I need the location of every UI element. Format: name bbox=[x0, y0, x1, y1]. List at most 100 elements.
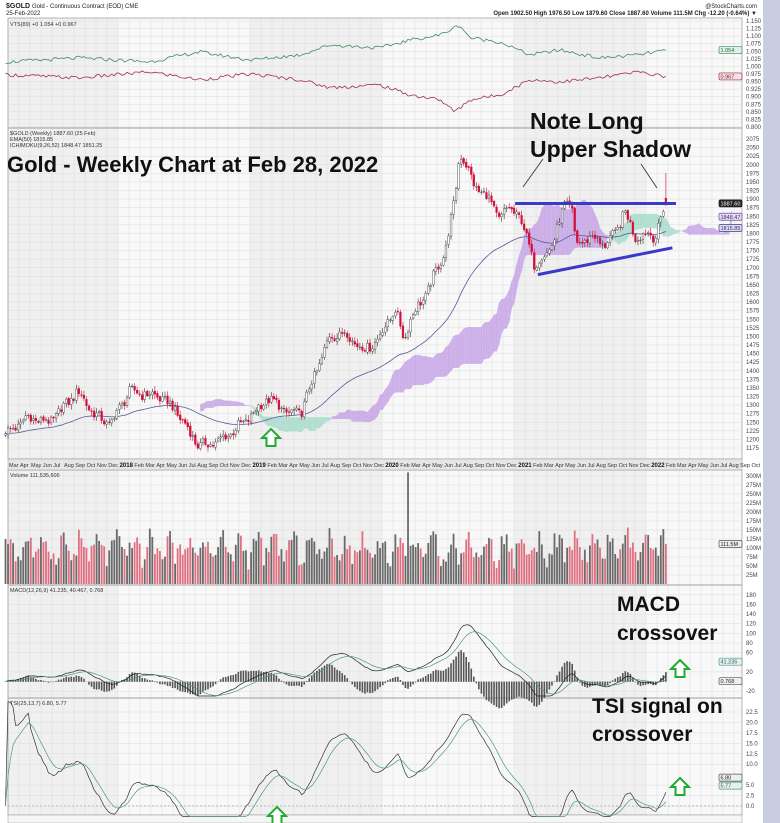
macd-histogram-bar bbox=[267, 672, 270, 682]
up-arrow-icon bbox=[668, 776, 692, 796]
volume-bar bbox=[328, 528, 331, 584]
volume-bar bbox=[440, 566, 442, 584]
volume-bar bbox=[472, 557, 475, 584]
volume-bar bbox=[326, 547, 328, 584]
candle bbox=[9, 425, 12, 432]
x-tick-month: Jun bbox=[710, 463, 719, 469]
candle bbox=[492, 200, 496, 208]
candle bbox=[148, 390, 151, 400]
volume-bar bbox=[417, 543, 420, 584]
candle bbox=[348, 333, 351, 346]
candle bbox=[384, 321, 387, 336]
x-tick-month: Mar bbox=[278, 463, 288, 469]
candle bbox=[262, 403, 265, 411]
macd-histogram-bar bbox=[78, 675, 80, 682]
x-tick-month: Apr bbox=[20, 463, 29, 469]
candle-body bbox=[204, 437, 207, 445]
candle-body bbox=[373, 342, 377, 350]
volume-bar bbox=[488, 537, 490, 584]
x-tick-month: Dec bbox=[374, 463, 384, 469]
candle bbox=[209, 441, 212, 448]
volume-bar bbox=[108, 550, 111, 584]
candle-body bbox=[80, 394, 83, 396]
candle bbox=[174, 402, 177, 416]
macd-histogram-bar bbox=[399, 680, 402, 682]
cloud-segment bbox=[511, 275, 515, 309]
candle bbox=[285, 406, 288, 418]
candle bbox=[449, 212, 453, 240]
candle-body bbox=[351, 340, 354, 342]
cloud-segment bbox=[541, 204, 545, 255]
candle-body bbox=[492, 201, 496, 207]
candle-body bbox=[417, 301, 420, 312]
macd-histogram-bar bbox=[235, 673, 237, 682]
macd-histogram-bar bbox=[584, 681, 586, 687]
macd-histogram-bar bbox=[488, 681, 490, 702]
volume-bar bbox=[662, 529, 665, 584]
macd-panel: 180 160 140 120 100 80 60 20 -20 41.235 0.768 bbox=[4, 593, 757, 709]
ratio-y-tick-label: 0.900 bbox=[746, 95, 762, 101]
volume-bar bbox=[364, 547, 366, 584]
macd-histogram-bar bbox=[505, 681, 508, 704]
candle bbox=[176, 401, 179, 418]
macd-histogram-bar bbox=[490, 681, 493, 704]
volume-y-tick-label: 100M bbox=[746, 546, 761, 552]
volume-bar bbox=[202, 542, 204, 584]
volume-bar bbox=[67, 550, 70, 584]
macd-histogram-bar bbox=[394, 676, 397, 682]
volume-bar bbox=[217, 547, 220, 584]
volume-bar bbox=[518, 543, 520, 584]
candle-body bbox=[560, 208, 564, 224]
ratio-y-tick-label: 1.050 bbox=[746, 49, 762, 55]
ema-legend: EMA(50) 1815.85 bbox=[10, 137, 53, 143]
tsi-signal-line bbox=[5, 718, 667, 817]
x-tick-month: Jul bbox=[455, 463, 462, 469]
candle-body bbox=[214, 441, 217, 448]
volume-bar bbox=[379, 548, 382, 584]
candle-body bbox=[201, 438, 205, 443]
candle bbox=[341, 328, 344, 338]
candle-body bbox=[305, 391, 308, 402]
cloud-segment bbox=[466, 327, 469, 364]
candle bbox=[65, 397, 68, 408]
macd-histogram-bar bbox=[179, 681, 181, 692]
candle-body bbox=[497, 212, 501, 217]
volume-bar bbox=[143, 559, 146, 584]
candle bbox=[194, 432, 197, 447]
candle-body bbox=[361, 346, 364, 351]
macd-histogram-bar bbox=[581, 681, 584, 686]
candle bbox=[573, 206, 576, 234]
volume-bar bbox=[105, 566, 108, 584]
volume-bar bbox=[402, 543, 404, 584]
candle bbox=[280, 405, 283, 413]
candle bbox=[606, 241, 609, 250]
candle bbox=[465, 158, 468, 170]
cloud-segment bbox=[311, 417, 315, 431]
macd-y-tick-label: 20 bbox=[746, 670, 753, 676]
volume-bar bbox=[313, 541, 316, 584]
macd-histogram-bar bbox=[634, 681, 637, 683]
candle-body bbox=[530, 243, 533, 253]
volume-bar bbox=[110, 540, 113, 584]
macd-histogram-bar bbox=[392, 678, 394, 682]
candle-body bbox=[379, 334, 382, 339]
x-tick-month: Oct bbox=[353, 463, 362, 469]
volume-bar bbox=[293, 531, 295, 584]
candle-body bbox=[234, 430, 237, 435]
cloud-segment bbox=[650, 213, 654, 229]
macd-value-tag-box bbox=[718, 657, 743, 666]
candle-body bbox=[282, 408, 286, 410]
next-panel-strip bbox=[7, 814, 743, 823]
candle bbox=[639, 236, 642, 245]
cloud-segment bbox=[339, 412, 343, 419]
candle bbox=[44, 416, 48, 422]
volume-bar bbox=[434, 534, 437, 584]
candle bbox=[85, 396, 88, 411]
volume-bar bbox=[174, 563, 177, 584]
macd-histogram-bar bbox=[538, 681, 541, 705]
volume-bar bbox=[505, 534, 508, 584]
candle-body bbox=[57, 408, 60, 414]
cloud-segment bbox=[640, 213, 644, 230]
macd-line bbox=[5, 624, 667, 697]
candle-body bbox=[341, 332, 344, 334]
